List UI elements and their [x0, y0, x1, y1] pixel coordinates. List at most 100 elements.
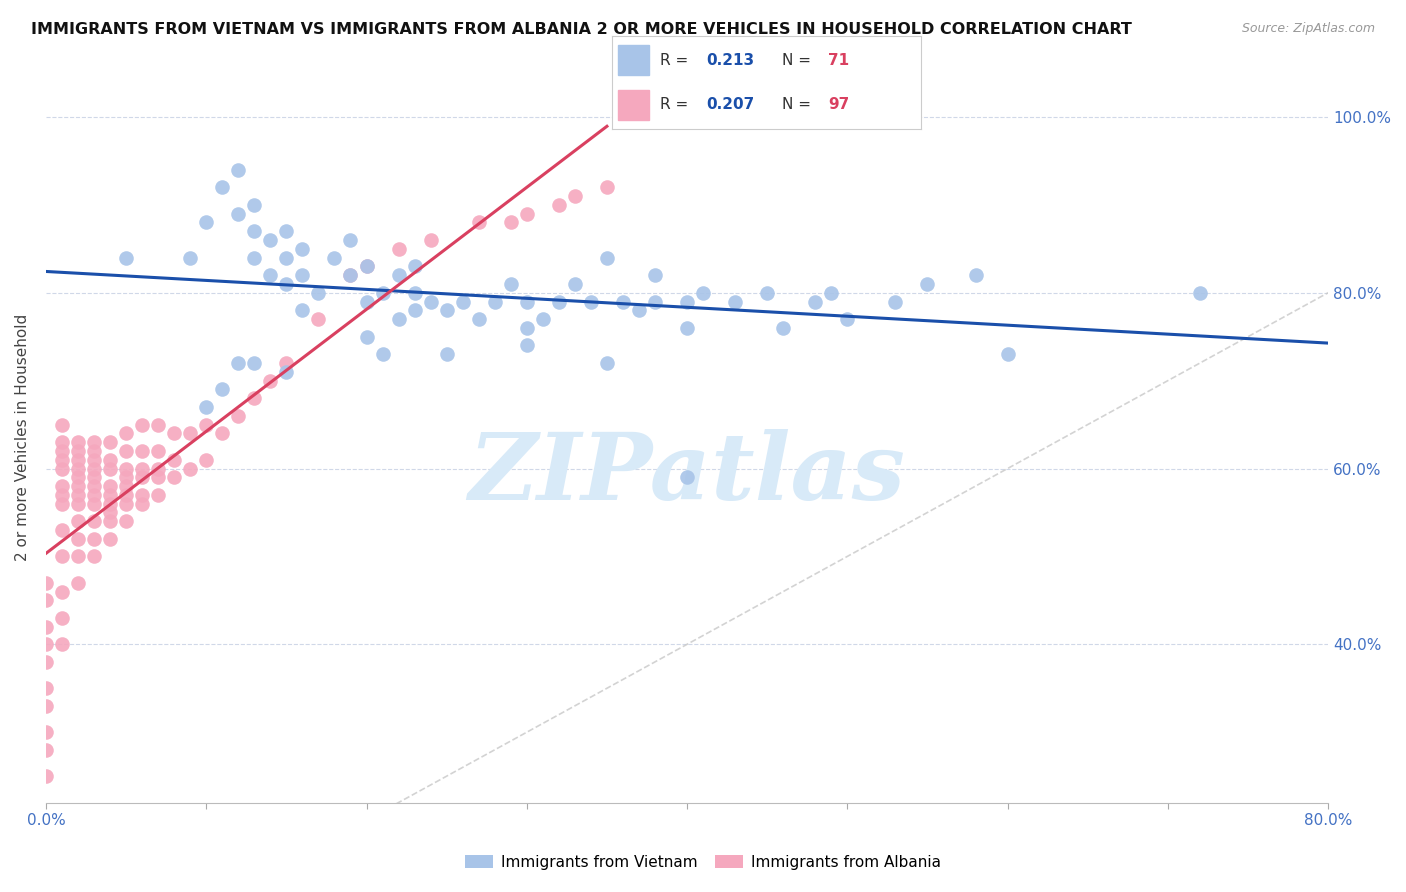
- Point: [115, 426, 138, 441]
- Point: [66, 514, 89, 528]
- Point: [35, 698, 58, 713]
- Point: [146, 461, 169, 475]
- Point: [66, 444, 89, 458]
- Point: [259, 233, 281, 247]
- Point: [531, 312, 554, 326]
- Point: [51, 523, 73, 537]
- Legend: Immigrants from Vietnam, Immigrants from Albania: Immigrants from Vietnam, Immigrants from…: [458, 847, 948, 877]
- Point: [276, 224, 298, 238]
- Point: [51, 549, 73, 564]
- Point: [724, 294, 747, 309]
- Point: [226, 206, 249, 220]
- Point: [259, 268, 281, 282]
- Point: [676, 294, 699, 309]
- Point: [115, 470, 138, 484]
- Point: [226, 356, 249, 370]
- Point: [179, 426, 201, 441]
- Point: [243, 224, 266, 238]
- Point: [131, 461, 153, 475]
- Point: [211, 426, 233, 441]
- Text: 0.213: 0.213: [706, 53, 754, 68]
- Point: [307, 312, 329, 326]
- Point: [35, 593, 58, 607]
- Point: [51, 435, 73, 450]
- Point: [917, 277, 939, 291]
- Point: [564, 189, 586, 203]
- Point: [195, 215, 218, 229]
- Point: [451, 294, 474, 309]
- Point: [83, 452, 105, 467]
- Point: [35, 769, 58, 783]
- Point: [436, 303, 458, 318]
- Text: 71: 71: [828, 53, 849, 68]
- Point: [404, 260, 426, 274]
- Text: IMMIGRANTS FROM VIETNAM VS IMMIGRANTS FROM ALBANIA 2 OR MORE VEHICLES IN HOUSEHO: IMMIGRANTS FROM VIETNAM VS IMMIGRANTS FR…: [31, 22, 1132, 37]
- Point: [404, 303, 426, 318]
- Point: [115, 479, 138, 493]
- Point: [596, 356, 619, 370]
- Text: N =: N =: [782, 97, 811, 112]
- Point: [35, 575, 58, 590]
- Point: [163, 426, 186, 441]
- Point: [211, 180, 233, 194]
- Text: R =: R =: [659, 97, 688, 112]
- Text: N =: N =: [782, 53, 811, 68]
- Point: [146, 470, 169, 484]
- Point: [35, 725, 58, 739]
- Point: [146, 488, 169, 502]
- Point: [98, 506, 121, 520]
- Point: [51, 637, 73, 651]
- Point: [772, 321, 794, 335]
- Point: [83, 497, 105, 511]
- Point: [35, 743, 58, 757]
- Point: [51, 584, 73, 599]
- Point: [35, 620, 58, 634]
- Point: [1188, 285, 1211, 300]
- Point: [66, 435, 89, 450]
- Point: [51, 488, 73, 502]
- Point: [98, 532, 121, 546]
- Point: [276, 277, 298, 291]
- Point: [499, 277, 522, 291]
- Point: [884, 294, 907, 309]
- Point: [676, 470, 699, 484]
- Point: [259, 374, 281, 388]
- Point: [179, 461, 201, 475]
- Bar: [617, 45, 648, 75]
- Point: [51, 497, 73, 511]
- Point: [131, 470, 153, 484]
- Point: [436, 347, 458, 361]
- Point: [66, 461, 89, 475]
- Point: [66, 497, 89, 511]
- Point: [35, 655, 58, 669]
- Point: [83, 470, 105, 484]
- Point: [179, 251, 201, 265]
- Point: [243, 356, 266, 370]
- Point: [484, 294, 506, 309]
- Point: [98, 435, 121, 450]
- Point: [195, 400, 218, 414]
- Text: ZIPatlas: ZIPatlas: [468, 429, 905, 519]
- Point: [596, 180, 619, 194]
- Point: [195, 452, 218, 467]
- Point: [291, 303, 314, 318]
- Text: R =: R =: [659, 53, 688, 68]
- Point: [644, 294, 666, 309]
- Point: [387, 268, 409, 282]
- Point: [163, 452, 186, 467]
- Point: [644, 268, 666, 282]
- Point: [51, 452, 73, 467]
- Point: [371, 347, 394, 361]
- Point: [66, 452, 89, 467]
- Point: [163, 470, 186, 484]
- Point: [98, 497, 121, 511]
- Point: [596, 251, 619, 265]
- Point: [115, 497, 138, 511]
- Point: [83, 532, 105, 546]
- Point: [83, 479, 105, 493]
- Point: [243, 198, 266, 212]
- Point: [356, 294, 378, 309]
- Point: [131, 497, 153, 511]
- Point: [98, 461, 121, 475]
- Text: 97: 97: [828, 97, 849, 112]
